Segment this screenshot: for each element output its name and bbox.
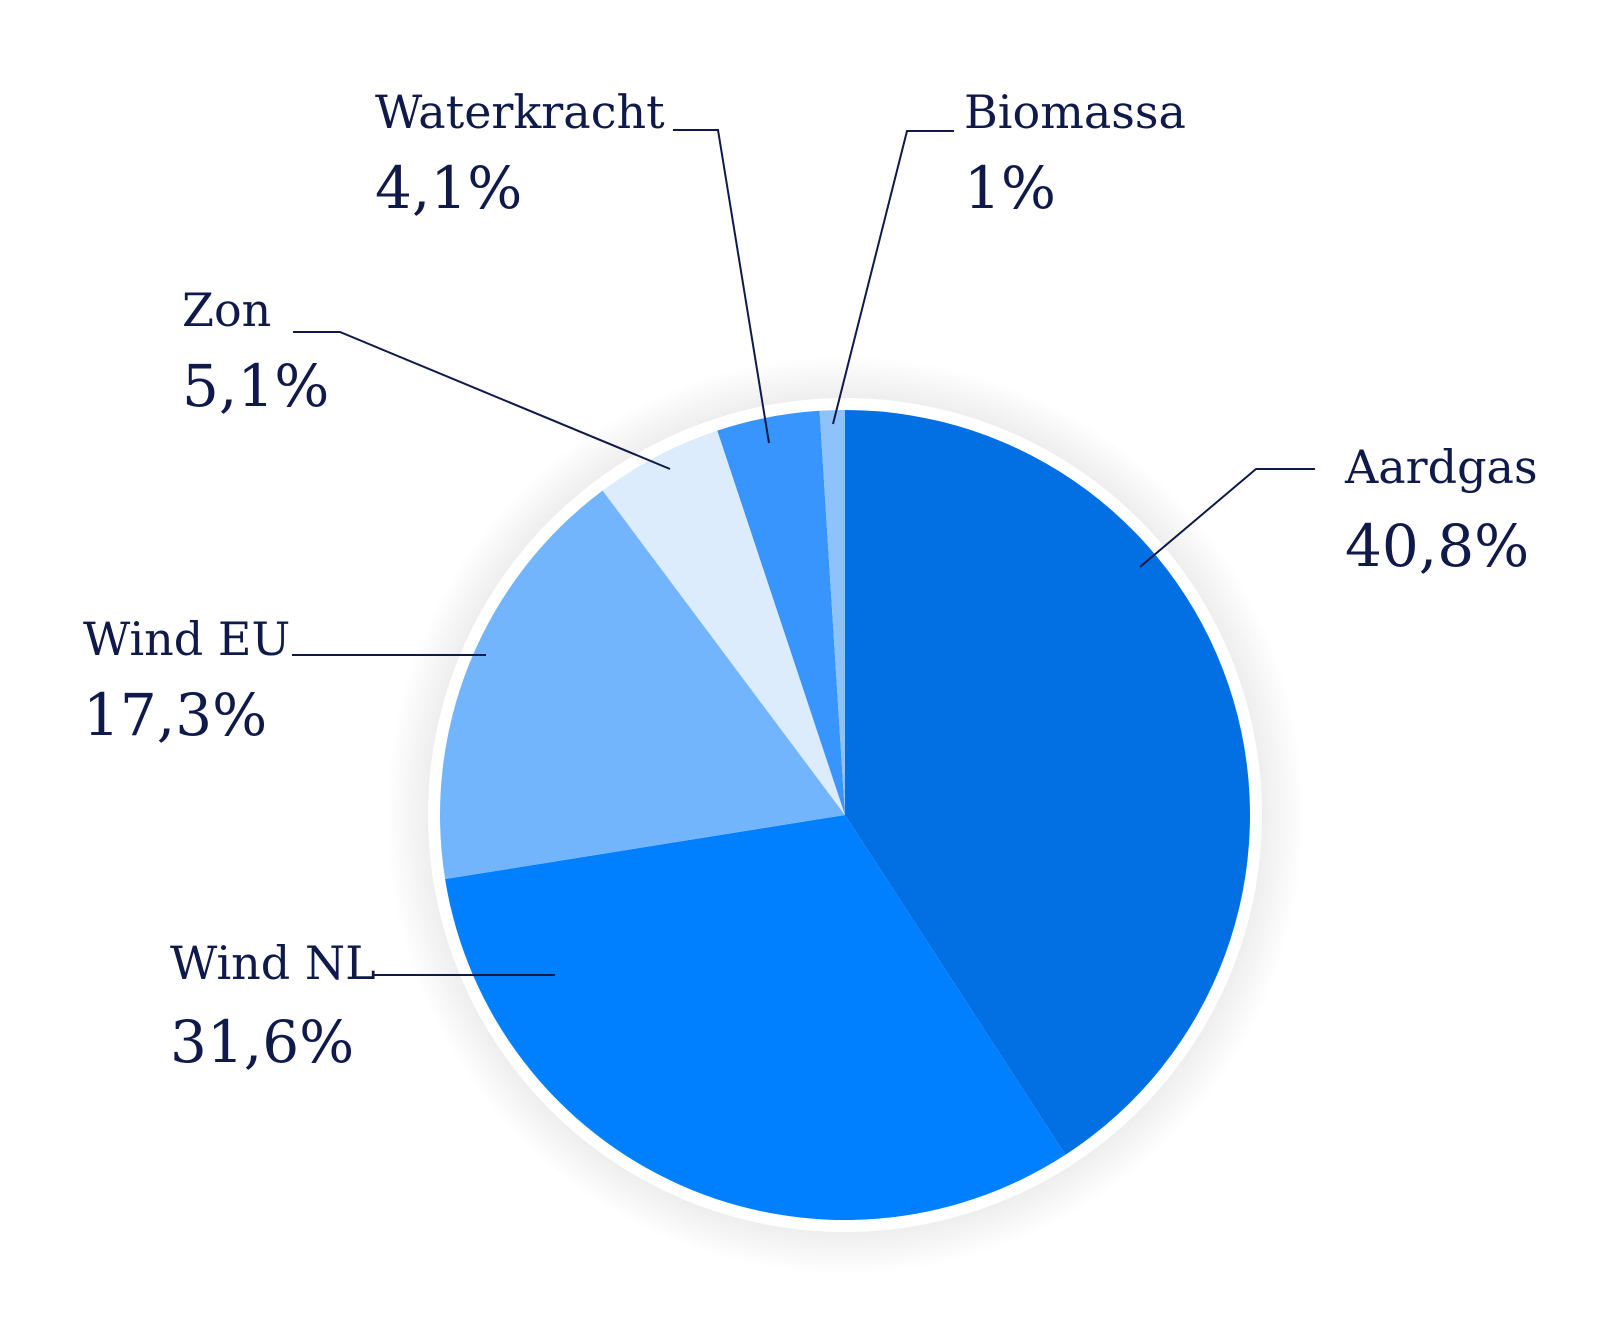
pie-slice-waterkracht [717, 410, 845, 815]
slice-label-biomassa: Biomassa [964, 85, 1186, 139]
pie-slice-wind-nl [445, 815, 1066, 1220]
slice-value-wind-eu: 17,3% [83, 681, 267, 749]
slice-value-wind-nl: 31,6% [170, 1008, 354, 1076]
pie-slice-aardgas [845, 410, 1251, 1155]
leader-line-biomassa [832, 130, 954, 425]
leader-line-waterkracht [673, 129, 770, 444]
pie-slice-biomassa [819, 410, 845, 815]
leader-lines [292, 129, 1315, 976]
slice-value-zon: 5,1% [182, 352, 329, 420]
pie-slices [440, 410, 1251, 1220]
leader-line-zon [293, 331, 671, 470]
slice-label-wind-nl: Wind NL [170, 936, 376, 990]
slice-labels: Aardgas 40,8% Wind NL 31,6% Wind EU 17,3% Zon 5… [83, 85, 1538, 1076]
slice-value-aardgas: 40,8% [1345, 512, 1529, 580]
pie-slice-zon [602, 430, 845, 815]
slice-label-waterkracht: Waterkracht [375, 85, 665, 139]
pie-slice-wind-eu [440, 490, 845, 880]
slice-value-waterkracht: 4,1% [375, 154, 522, 222]
slice-value-biomassa: 1% [964, 154, 1056, 222]
leader-line-aardgas [1139, 468, 1315, 568]
slice-label-aardgas: Aardgas [1344, 440, 1538, 494]
slice-label-wind-eu: Wind EU [83, 612, 290, 666]
slice-label-zon: Zon [182, 283, 271, 337]
